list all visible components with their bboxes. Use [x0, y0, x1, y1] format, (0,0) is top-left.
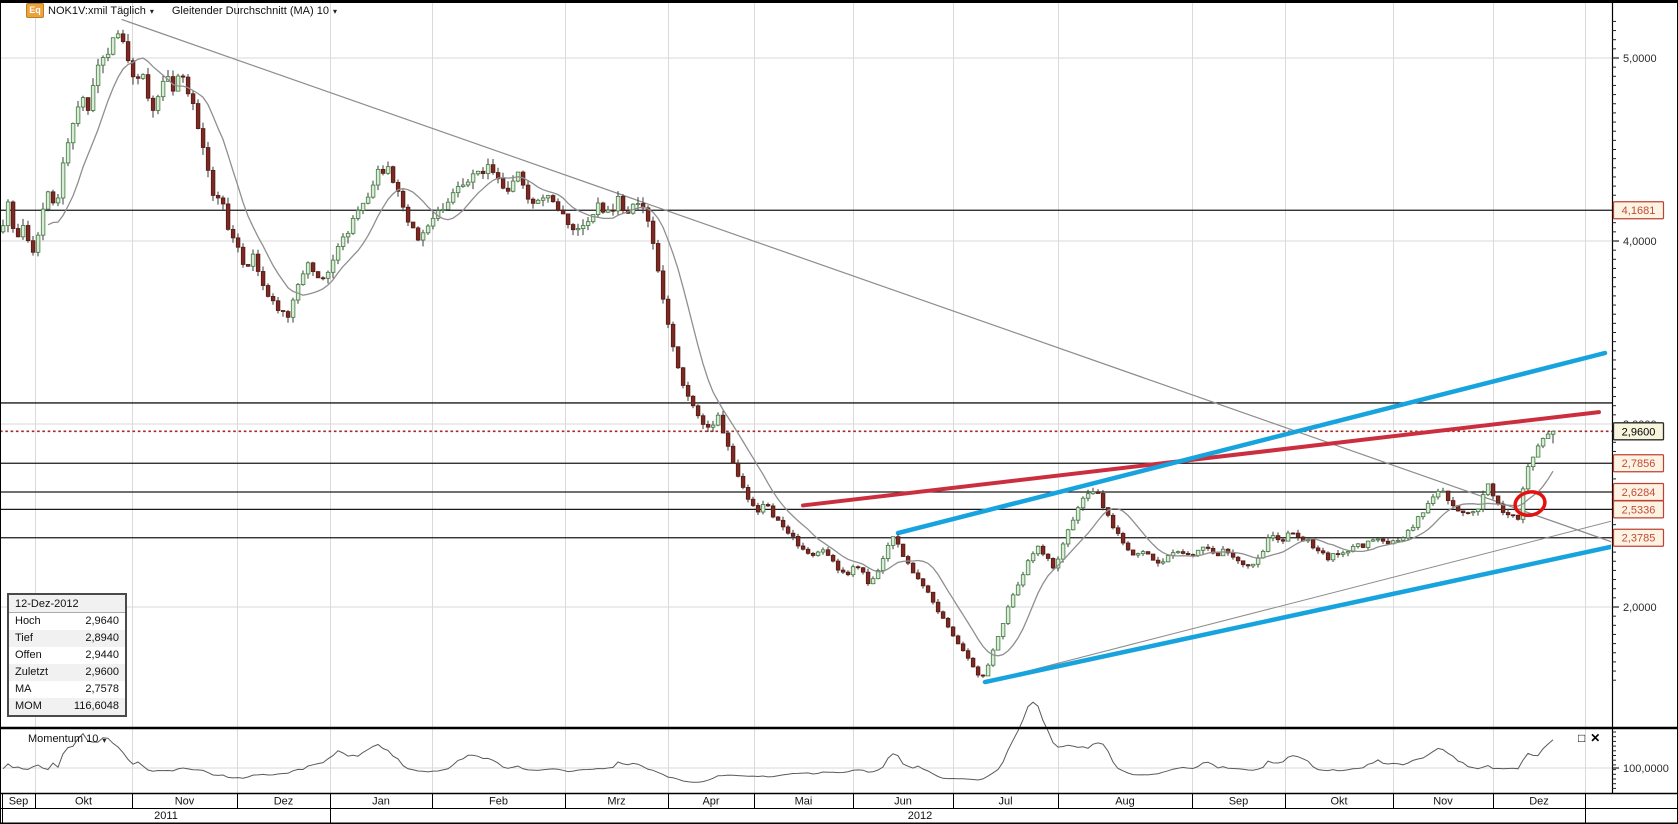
- momentum-pane-controls: □ ✕: [1578, 731, 1600, 745]
- alert-level-label: [1612, 201, 1665, 220]
- quote-infobox: 12-Dez-2012 Hoch 2,9640 Tief 2,8940 Offe…: [7, 593, 127, 717]
- row-label: Tief: [15, 632, 33, 644]
- price-tick-label: 4,0000: [1623, 236, 1657, 248]
- infobox-row-zuletzt: Zuletzt 2,9600: [9, 664, 125, 681]
- indicator-dropdown[interactable]: Gleitender Durchschnitt (MA) 10: [171, 4, 329, 17]
- month-label: Mai: [795, 796, 813, 808]
- svg-text:2,5336: 2,5336: [1622, 504, 1656, 516]
- month-label: Dez: [1529, 796, 1549, 808]
- month-label: Feb: [489, 796, 508, 808]
- month-label: Okt: [1330, 796, 1347, 808]
- row-label: Zuletzt: [15, 666, 49, 678]
- red-uptrend: [801, 410, 1601, 508]
- month-label: Jul: [998, 796, 1012, 808]
- row-label: Offen: [15, 649, 42, 661]
- blue-channel-lower: [982, 544, 1611, 685]
- price-level-labels: 4,1681 2,7856 2,6284 2,5336 2,3785 2,9600: [1612, 201, 1665, 547]
- infobox-row-ma: MA 2,7578: [9, 681, 125, 698]
- long-downtrend: [121, 18, 1611, 543]
- row-value: 116,6048: [73, 700, 119, 712]
- svg-text:2,9600: 2,9600: [1622, 426, 1656, 438]
- row-value: 2,8940: [85, 632, 119, 644]
- month-label: Apr: [702, 796, 719, 808]
- svg-text:2,6284: 2,6284: [1622, 487, 1656, 499]
- momentum-label: Momentum 10: [28, 733, 99, 745]
- level-lines: [0, 209, 1612, 539]
- chevron-down-icon[interactable]: ▾: [102, 735, 107, 745]
- row-label: MA: [15, 683, 32, 695]
- row-value: 2,9440: [85, 649, 119, 661]
- price-tick-label: 2,0000: [1623, 602, 1657, 614]
- svg-text:2,3785: 2,3785: [1622, 533, 1656, 545]
- month-label: Nov: [1433, 796, 1453, 808]
- infobox-date: 12-Dez-2012: [9, 595, 125, 613]
- infobox-row-hoch: Hoch 2,9640: [9, 613, 125, 630]
- alert-level-label: [1612, 454, 1665, 473]
- minor-gray-uptrend: [984, 520, 1611, 683]
- row-label: MOM: [15, 700, 42, 712]
- month-label: Sep: [1229, 796, 1249, 808]
- month-label: Jun: [894, 796, 912, 808]
- symbol-interval-dropdown[interactable]: NOK1V:xmil Täglich: [48, 4, 146, 17]
- alert-level-label: [1612, 528, 1665, 547]
- close-pane-icon[interactable]: ✕: [1590, 731, 1601, 745]
- svg-text:4,1681: 4,1681: [1622, 205, 1656, 217]
- month-label: Dez: [274, 796, 294, 808]
- momentum-indicator-dropdown[interactable]: Momentum 10 ▾: [28, 733, 106, 745]
- infobox-row-mom: MOM 116,6048: [9, 698, 125, 715]
- year-label: 2011: [154, 810, 178, 822]
- price-tick-label: 5,0000: [1623, 53, 1657, 65]
- year-label: 2012: [908, 810, 932, 822]
- trendlines[interactable]: [121, 18, 1612, 685]
- breakout-circle-annotation[interactable]: [1513, 489, 1547, 518]
- row-label: Hoch: [15, 615, 41, 627]
- row-value: 2,9640: [85, 615, 119, 627]
- chevron-down-icon[interactable]: ▾: [149, 7, 154, 16]
- candlesticks: [1, 29, 1556, 678]
- chart-header: Eq NOK1V:xmil Täglich ▾ Gleitender Durch…: [26, 3, 337, 18]
- moving-average-line: [47, 57, 1554, 657]
- chevron-down-icon[interactable]: ▾: [332, 7, 337, 16]
- infobox-row-offen: Offen 2,9440: [9, 647, 125, 664]
- current-price-label: [1612, 422, 1665, 441]
- alert-level-label: [1612, 500, 1665, 519]
- momentum-axis-label: 100,0000: [1623, 763, 1669, 775]
- svg-text:2,7856: 2,7856: [1622, 458, 1656, 470]
- momentum-line: [2, 701, 1554, 783]
- gridlines: [0, 3, 1612, 793]
- time-axis: Sep Okt Nov Dez Jan Feb Mrz Apr Mai Jun Jul Aug Sep O…: [2, 793, 1586, 823]
- equity-type-icon: Eq: [26, 3, 44, 18]
- row-value: 2,9600: [85, 666, 119, 678]
- restore-pane-icon[interactable]: □: [1578, 731, 1586, 745]
- month-label: Mrz: [607, 796, 625, 808]
- month-label: Aug: [1115, 796, 1135, 808]
- infobox-row-tief: Tief 2,8940: [9, 630, 125, 647]
- row-value: 2,7578: [85, 683, 119, 695]
- month-label: Jan: [372, 796, 390, 808]
- month-label: Nov: [175, 796, 195, 808]
- month-label: Okt: [75, 796, 92, 808]
- month-label: Sep: [9, 796, 29, 808]
- blue-channel-upper: [895, 350, 1608, 536]
